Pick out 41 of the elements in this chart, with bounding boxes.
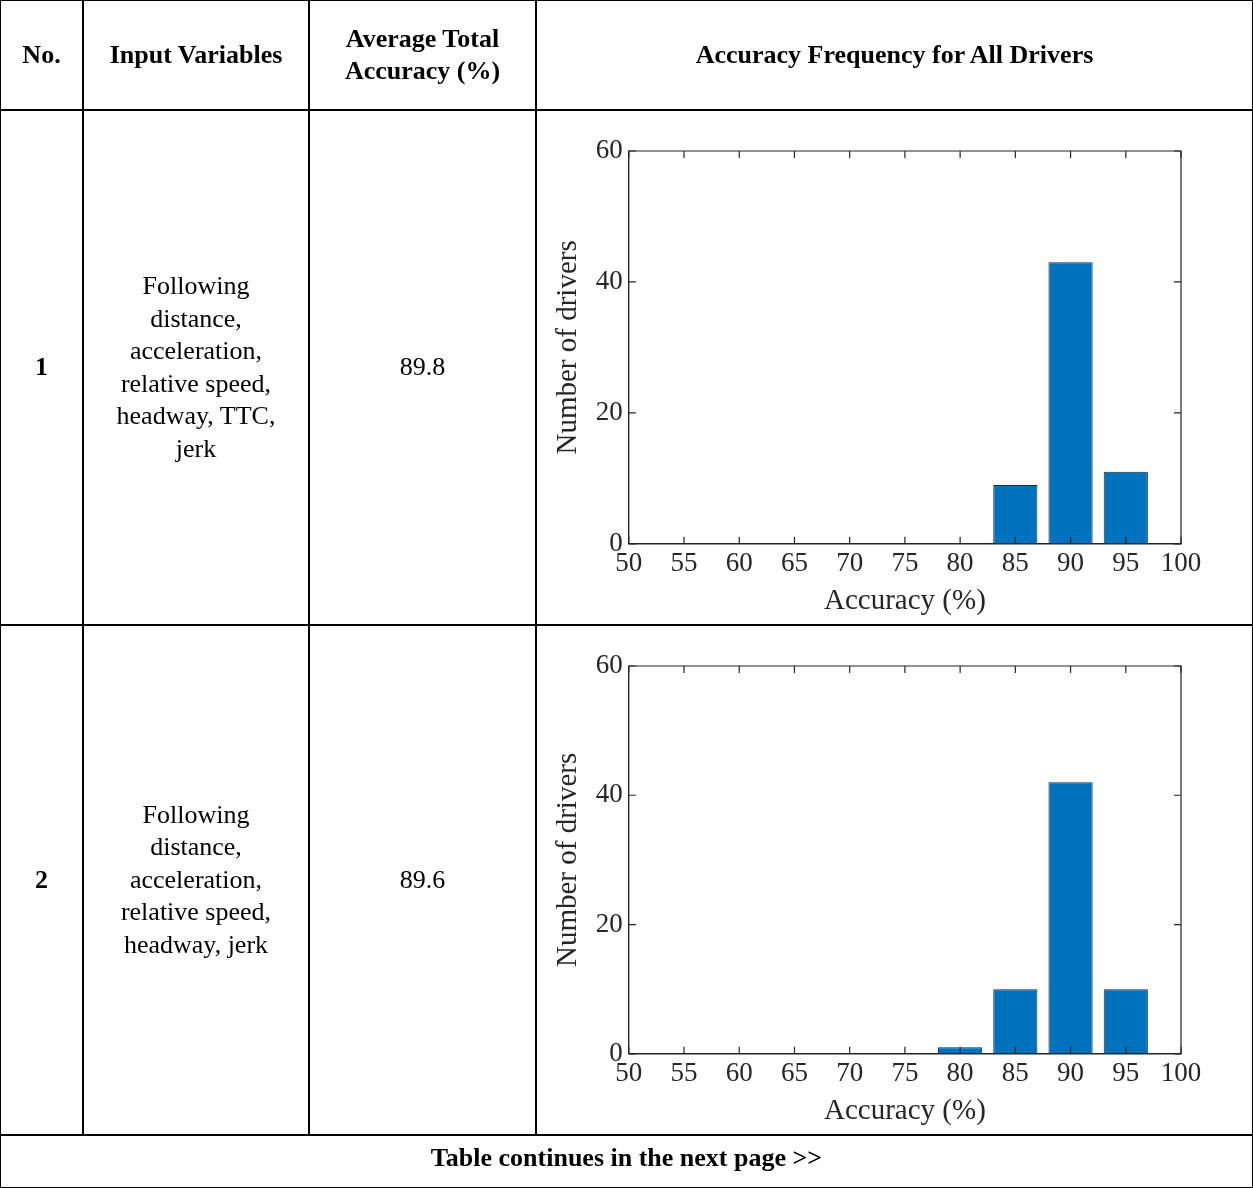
x-tick-label: 80 — [946, 1057, 974, 1088]
text: Accuracy Frequency for All Drivers — [536, 0, 1253, 110]
y-tick-label: 40 — [595, 265, 623, 296]
text: 1 — [0, 110, 83, 625]
text: Table continues in the next page >> — [0, 1135, 1253, 1188]
x-axis-title: Accuracy (%) — [823, 1093, 986, 1127]
y-tick-label: 60 — [595, 649, 623, 680]
x-tick-label: 95 — [1112, 1057, 1140, 1088]
x-tick-label: 55 — [670, 1057, 698, 1088]
x-tick-label: 100 — [1160, 547, 1202, 578]
text: Following distance, acceleration, relative speed, headway, TTC, jerk — [83, 110, 309, 625]
x-tick-label: 95 — [1112, 547, 1140, 578]
x-tick-label: 60 — [725, 547, 753, 578]
y-tick-label: 20 — [595, 907, 623, 938]
x-tick-label: 70 — [836, 547, 864, 578]
text: Average Total Accuracy (%) — [309, 0, 536, 110]
y-tick-label: 20 — [595, 395, 623, 426]
text: Input Variables — [83, 0, 309, 110]
x-tick-label: 90 — [1057, 1057, 1085, 1088]
text: No. — [0, 0, 83, 110]
x-tick-label: 80 — [946, 547, 974, 578]
text: 2 — [0, 625, 83, 1135]
x-tick-label: 65 — [780, 1057, 808, 1088]
text: Following distance, acceleration, relative speed, headway, jerk — [83, 625, 309, 1135]
x-axis-title: Accuracy (%) — [823, 583, 986, 617]
y-tick-label: 60 — [595, 134, 623, 165]
text: 89.6 — [309, 625, 536, 1135]
x-tick-label: 60 — [725, 1057, 753, 1088]
text: 89.8 — [309, 110, 536, 625]
y-axis-title: Number of drivers — [550, 240, 583, 455]
x-tick-label: 75 — [891, 1057, 919, 1088]
y-axis-title: Number of drivers — [550, 752, 583, 968]
x-tick-label: 85 — [1001, 1057, 1029, 1088]
x-tick-label: 100 — [1160, 1057, 1202, 1088]
x-tick-label: 55 — [670, 547, 698, 578]
x-tick-label: 75 — [891, 547, 919, 578]
y-tick-label: 40 — [595, 778, 623, 809]
x-tick-label: 90 — [1057, 547, 1085, 578]
x-tick-label: 65 — [780, 547, 808, 578]
x-tick-label: 70 — [836, 1057, 864, 1088]
x-tick-label: 85 — [1001, 547, 1029, 578]
